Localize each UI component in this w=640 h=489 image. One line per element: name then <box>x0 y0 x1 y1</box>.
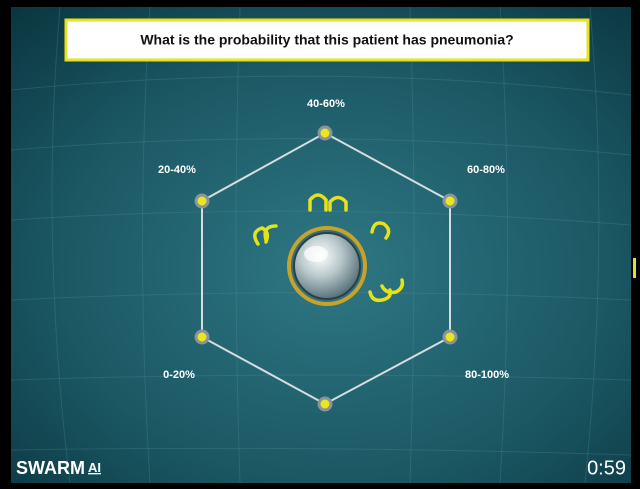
background-grid <box>10 6 632 484</box>
side-marker <box>633 258 636 278</box>
option-label: 60-80% <box>467 164 505 176</box>
puck-highlight <box>304 246 328 262</box>
question-box <box>64 18 590 62</box>
brand-suffix: AI <box>88 460 101 475</box>
brand-name: SWARM <box>16 458 85 478</box>
magnets <box>253 193 405 303</box>
targets <box>194 125 458 412</box>
brand: SWARM AI <box>16 458 101 478</box>
target[interactable] <box>194 329 210 345</box>
option-label: 0-20% <box>163 369 195 381</box>
target[interactable] <box>317 396 333 412</box>
option-label: 80-100% <box>465 369 509 381</box>
target[interactable] <box>442 329 458 345</box>
option-label: 20-40% <box>158 164 196 176</box>
target[interactable] <box>442 193 458 209</box>
timer: 0:59 <box>587 457 626 479</box>
target[interactable] <box>194 193 210 209</box>
puck-ring <box>287 226 367 306</box>
target[interactable] <box>317 125 333 141</box>
puck[interactable] <box>293 232 361 300</box>
option-label: 40-60% <box>307 98 345 110</box>
question: What is the probability that this patien… <box>140 32 513 48</box>
